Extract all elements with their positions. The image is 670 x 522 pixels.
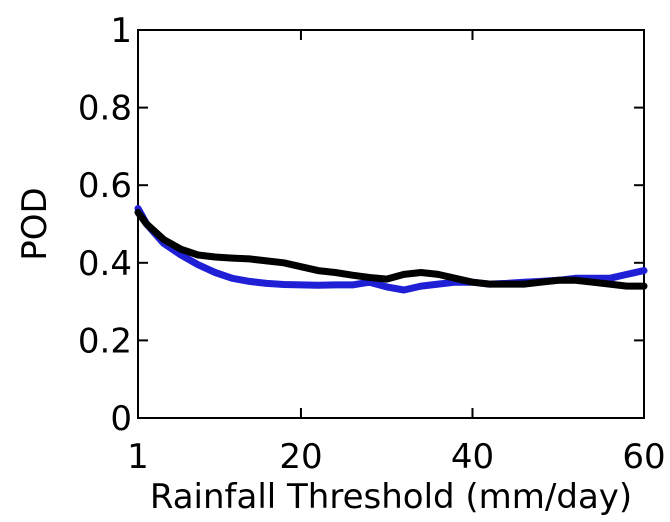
x-tick-label: 40 [451, 437, 494, 477]
x-axis-label: Rainfall Threshold (mm/day) [150, 477, 632, 517]
series-line-2 [134, 208, 648, 290]
y-tick-label: 0.2 [78, 321, 132, 361]
y-axis: 0 0.2 0.4 0.6 0.8 1 [78, 11, 644, 439]
y-tick-label: 0 [110, 399, 132, 439]
x-tick-label: 1 [127, 437, 149, 477]
series-layer [134, 205, 648, 294]
x-tick-label: 20 [279, 437, 322, 477]
y-tick-label: 1 [110, 11, 132, 51]
y-tick-label: 0.6 [78, 166, 132, 206]
x-axis: 1 20 40 60 [127, 30, 666, 477]
x-tick-label: 60 [622, 437, 665, 477]
y-axis-label: POD [15, 187, 55, 260]
plot-frame [137, 29, 645, 419]
y-tick-label: 0.8 [78, 89, 132, 129]
y-tick-label: 0.4 [78, 244, 132, 284]
